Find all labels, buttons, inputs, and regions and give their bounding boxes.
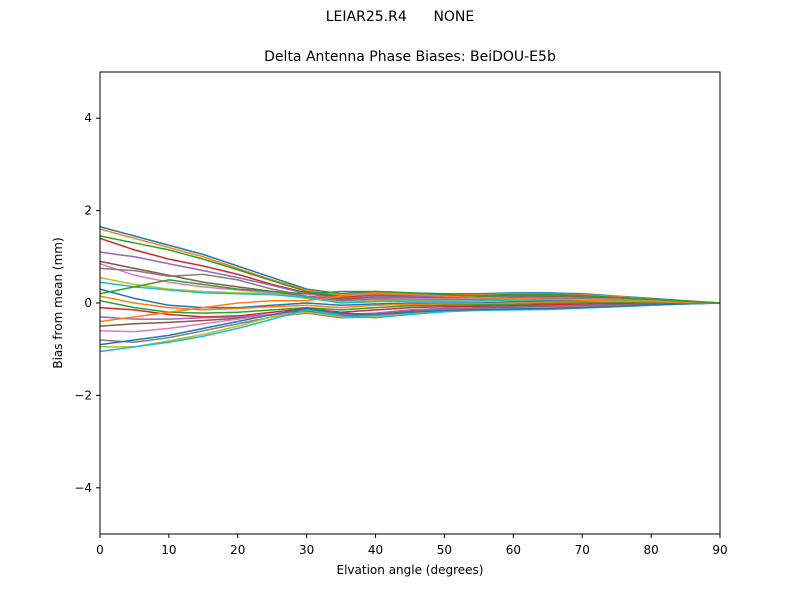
series-line-2 xyxy=(99,228,721,304)
x-tick-label: 90 xyxy=(712,543,727,557)
radome-name: NONE xyxy=(433,9,475,25)
x-axis-ticks: 0 10 20 30 40 50 60 70 80 90 xyxy=(96,534,728,557)
series-line-23 xyxy=(99,279,721,304)
y-tick-label: −2 xyxy=(74,388,92,402)
figure-suptitle: LEIAR25.R4 NONE xyxy=(0,9,800,25)
x-tick-label: 0 xyxy=(96,543,104,557)
series-line-13 xyxy=(99,299,720,314)
series-lines xyxy=(99,226,721,353)
series-line-22 xyxy=(99,293,721,323)
x-tick-label: 20 xyxy=(230,543,245,557)
y-tick-label: 0 xyxy=(84,296,92,310)
y-axis-ticks: −4 −2 0 2 4 xyxy=(74,111,100,495)
x-tick-label: 80 xyxy=(643,543,658,557)
x-tick-label: 40 xyxy=(368,543,383,557)
x-tick-label: 60 xyxy=(506,543,521,557)
x-axis-label: Elvation angle (degrees) xyxy=(337,563,484,577)
x-tick-label: 30 xyxy=(299,543,314,557)
y-tick-label: 4 xyxy=(84,111,92,125)
y-axis-label: Bias from mean (mm) xyxy=(51,237,65,368)
series-line-12 xyxy=(99,295,720,311)
chart-title: Delta Antenna Phase Biases: BeiDOU-E5b xyxy=(264,49,556,65)
x-tick-label: 70 xyxy=(575,543,590,557)
series-line-21 xyxy=(99,302,721,346)
y-tick-label: 2 xyxy=(84,204,92,218)
y-tick-label: −4 xyxy=(74,481,92,495)
series-line-14 xyxy=(99,302,720,318)
antenna-name: LEIAR25.R4 xyxy=(325,9,407,25)
x-tick-label: 10 xyxy=(161,543,176,557)
x-tick-label: 50 xyxy=(437,543,452,557)
